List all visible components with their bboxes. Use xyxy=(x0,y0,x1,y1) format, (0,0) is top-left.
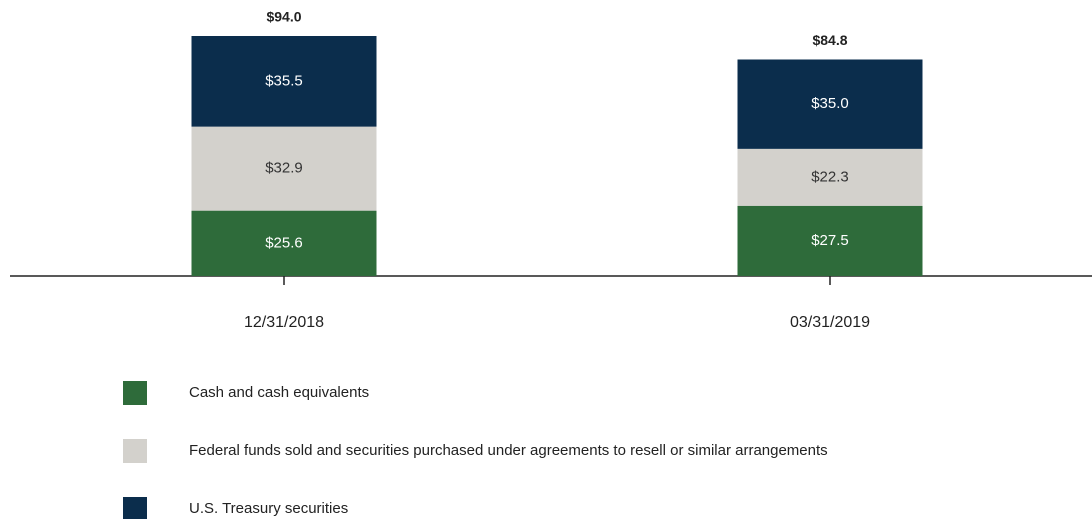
value-label: $27.5 xyxy=(811,232,849,249)
legend-swatch xyxy=(123,439,147,463)
bar-segment xyxy=(191,36,377,127)
bar-segment xyxy=(737,205,923,276)
legend-label: Cash and cash equivalents xyxy=(189,384,369,401)
bar-segment xyxy=(191,210,377,276)
value-label: $32.9 xyxy=(265,160,303,177)
total-label: $94.0 xyxy=(266,9,301,25)
x-tick-label: 03/31/2019 xyxy=(790,314,870,331)
legend-swatch xyxy=(123,497,147,519)
value-label: $35.5 xyxy=(265,72,303,89)
bar-segment xyxy=(737,59,923,149)
bar-segment xyxy=(191,126,377,211)
total-label: $84.8 xyxy=(812,32,847,48)
value-label: $35.0 xyxy=(811,95,849,112)
value-label: $25.6 xyxy=(265,234,303,251)
value-label: $22.3 xyxy=(811,168,849,185)
legend-swatch xyxy=(123,381,147,405)
legend-label: Federal funds sold and securities purcha… xyxy=(189,442,828,459)
x-tick-label: 12/31/2018 xyxy=(244,314,324,331)
bar-segment xyxy=(737,148,923,206)
legend-label: U.S. Treasury securities xyxy=(189,500,348,517)
